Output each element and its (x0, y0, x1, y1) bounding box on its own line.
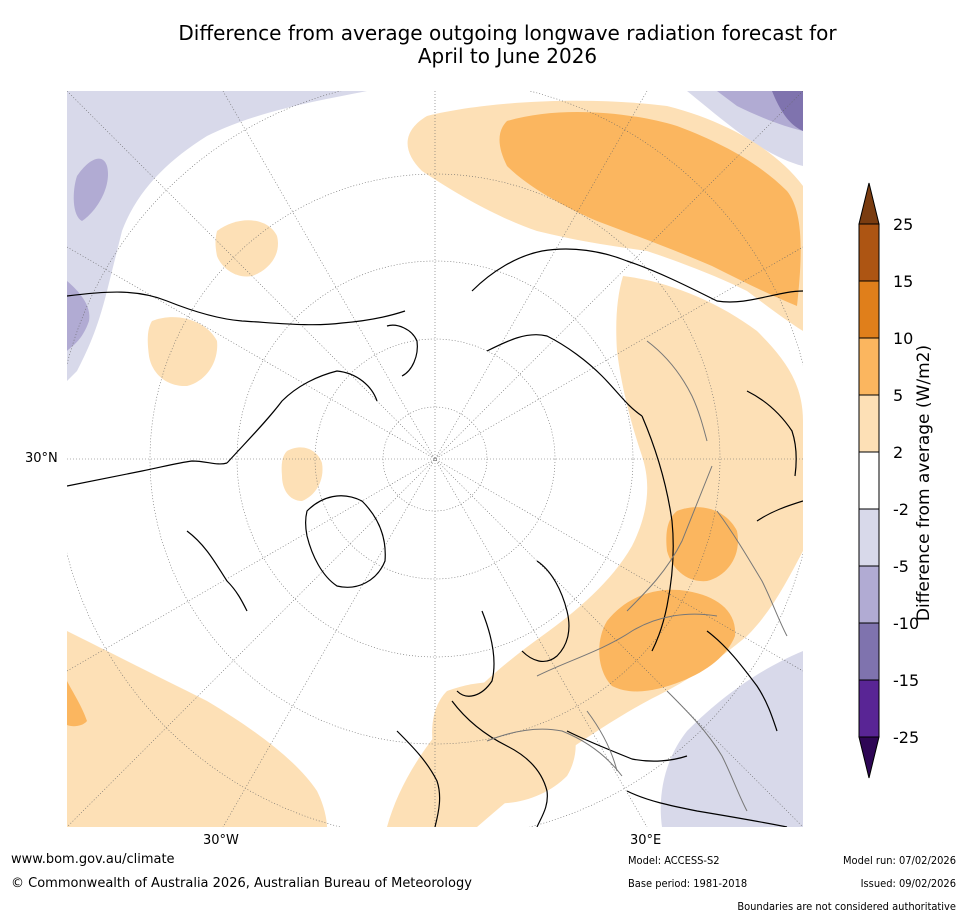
anomaly-neg-northeast-peak (772, 91, 803, 131)
footer-model-run: Model run: 07/02/2026 (843, 854, 956, 867)
footer-model: Model: ACCESS-S2 (628, 854, 720, 867)
colorbar: 25 15 10 5 2 -2 -5 -10 -15 -25 (858, 182, 919, 779)
lat-label-30n: 30°N (25, 451, 58, 466)
anomaly-pos-canada-west (147, 317, 218, 387)
lon-label-30e: 30°E (630, 833, 662, 848)
colorbar-tick-label: 15 (893, 272, 913, 291)
colorbar-segment-15-25 (858, 223, 880, 282)
colorbar-tick-label: -5 (893, 557, 909, 576)
colorbar-tick-label: -15 (893, 671, 919, 690)
title-line-2: April to June 2026 (417, 44, 598, 68)
anomaly-pos-north-pacific-core (499, 111, 801, 306)
colorbar-tick-label: -10 (893, 614, 919, 633)
anomaly-pos-alaska (215, 220, 278, 277)
footer-website: www.bom.gov.au/climate (11, 852, 175, 867)
colorbar-tick-label: 5 (893, 386, 903, 405)
colorbar-tick-label: 2 (893, 443, 903, 462)
anomaly-pos-greenland-edge (281, 447, 323, 501)
anomaly-neg-northwest-core (73, 158, 108, 221)
footer-disclaimer: Boundaries are not considered authoritat… (737, 900, 956, 913)
anomaly-pos-central-asia-core (599, 589, 736, 692)
colorbar-tick-label: 10 (893, 329, 913, 348)
anomaly-neg-southeast (660, 651, 803, 827)
anomaly-pos-europe (432, 681, 576, 804)
lon-label-30w: 30°W (203, 833, 239, 848)
anomaly-pos-atlantic (67, 631, 327, 827)
colorbar-segment-m10-m15 (858, 622, 880, 681)
colorbar-extend-top (858, 182, 880, 225)
country-borders (486, 340, 788, 812)
anomaly-neg-northwest (67, 91, 367, 381)
chart-title: Difference from average outgoing longwav… (60, 22, 955, 68)
colorbar-tick-labels: 25 15 10 5 2 -2 -5 -10 -15 -25 (893, 215, 919, 747)
colorbar-tick-label: 25 (893, 215, 913, 234)
colorbar-segment-neutral (858, 451, 880, 510)
colorbar-segment-m15-m25 (858, 679, 880, 738)
colorbar-segment-m2-m5 (858, 508, 880, 567)
colorbar-tick-label: -25 (893, 728, 919, 747)
footer-copyright: © Commonwealth of Australia 2026, Austra… (11, 876, 472, 891)
colorbar-extend-bottom (858, 736, 880, 779)
colorbar-segments (858, 182, 880, 779)
anomaly-pos-atlantic-core (67, 681, 87, 727)
footer-base-period: Base period: 1981-2018 (628, 877, 748, 890)
colorbar-segment-2-5 (858, 394, 880, 453)
colorbar-segment-5-10 (858, 337, 880, 396)
colorbar-tick-label: -2 (893, 500, 909, 519)
coastlines (67, 248, 803, 827)
polar-map (67, 91, 803, 827)
colorbar-title: Difference from average (W/m2) (914, 344, 934, 622)
colorbar-segment-m5-m10 (858, 565, 880, 624)
colorbar-segment-10-15 (858, 280, 880, 339)
anomaly-pos-siberia-core (666, 507, 738, 582)
anomaly-neg-west-edge (67, 281, 90, 351)
footer-issued: Issued: 09/02/2026 (860, 877, 956, 890)
title-line-1: Difference from average outgoing longwav… (178, 21, 837, 45)
